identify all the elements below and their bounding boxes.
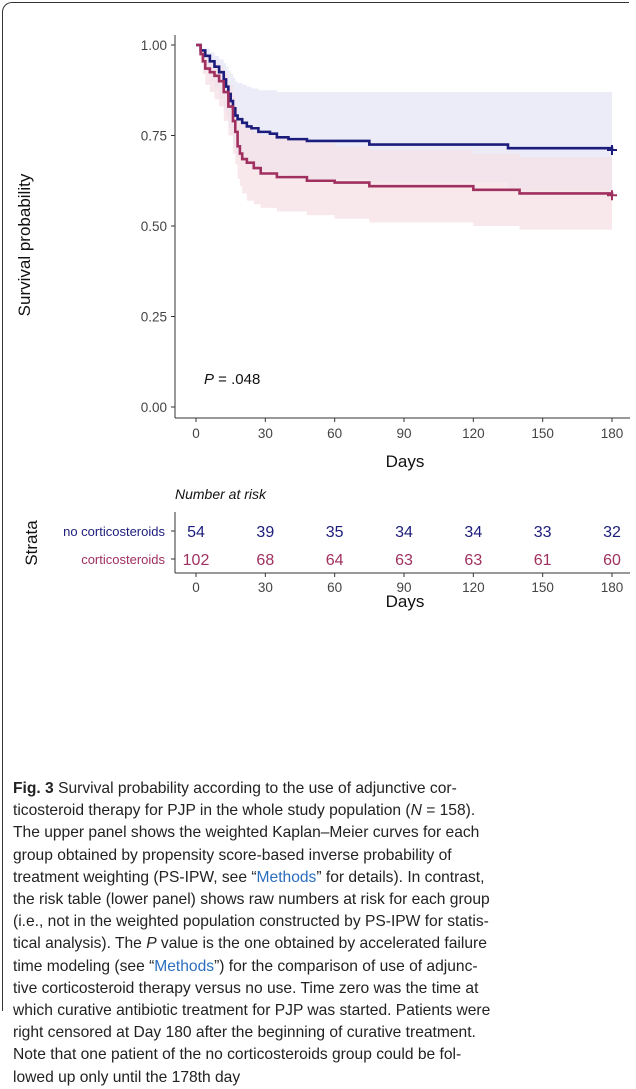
italic-text: N bbox=[410, 802, 422, 820]
methods-link[interactable]: Methods bbox=[154, 957, 215, 975]
caption-text: value is the one obtained by accelerated… bbox=[156, 935, 487, 953]
risk-table: Number at risk Strata Days no corticoste… bbox=[22, 486, 630, 611]
survival-curves bbox=[196, 43, 617, 201]
censor-mark bbox=[607, 190, 617, 201]
risk-x-tick-label: 150 bbox=[531, 580, 554, 595]
risk-x-tick-label: 180 bbox=[601, 580, 624, 595]
caption-text: treatment weighting (PS-IPW, see “ bbox=[13, 868, 257, 886]
x-tick-label: 90 bbox=[396, 426, 411, 441]
risk-value: 34 bbox=[464, 524, 482, 541]
confidence-bands bbox=[196, 45, 612, 230]
risk-value: 64 bbox=[326, 552, 344, 569]
caption-text: (i.e., not in the weighted population co… bbox=[13, 913, 489, 931]
caption-text: the risk table (lower panel) shows raw n… bbox=[13, 891, 490, 909]
risk-table-strata-label: Strata bbox=[22, 520, 41, 566]
ci-band-corticosteroids bbox=[196, 45, 612, 230]
caption-line: Note that one patient of the no corticos… bbox=[13, 1044, 625, 1066]
risk-value: 68 bbox=[256, 552, 274, 569]
x-tick-label: 0 bbox=[192, 426, 200, 441]
survival-chart: 0.00 0.25 0.50 0.75 1.00 0 30 60 90 120 150 180 Sur… bbox=[15, 35, 630, 611]
y-tick-label: 0.25 bbox=[141, 310, 167, 325]
figure-label: Fig. 3 bbox=[13, 780, 54, 797]
caption-line: the risk table (lower panel) shows raw n… bbox=[13, 889, 625, 911]
risk-value: 63 bbox=[395, 552, 413, 569]
caption-text: Survival probability according to the us… bbox=[58, 780, 457, 797]
risk-row-label: no corticosteroids bbox=[63, 524, 165, 539]
caption-text: = 158). bbox=[421, 802, 476, 820]
methods-link[interactable]: Methods bbox=[256, 868, 317, 886]
x-axis-label: Days bbox=[386, 452, 425, 471]
caption-text: group obtained by propensity score-based… bbox=[13, 846, 452, 864]
y-tick-label: 1.00 bbox=[141, 38, 167, 53]
risk-value: 33 bbox=[534, 524, 552, 541]
risk-value: 32 bbox=[603, 524, 621, 541]
risk-x-tick-label: 30 bbox=[258, 580, 273, 595]
risk-x-tick-label: 0 bbox=[192, 580, 200, 595]
caption-text: ” for details). In contrast, bbox=[316, 868, 485, 886]
risk-value: 35 bbox=[326, 524, 344, 541]
caption-line: lowed up only until the 178th day bbox=[13, 1067, 625, 1089]
figure-frame bbox=[2, 2, 629, 1011]
survival-line-corticosteroids bbox=[196, 43, 614, 196]
y-tick-label: 0.00 bbox=[141, 400, 167, 415]
caption-text: tical analysis). The bbox=[13, 935, 147, 953]
risk-x-tick-label: 120 bbox=[462, 580, 485, 595]
caption-text: lowed up only until the 178th day bbox=[13, 1068, 241, 1086]
caption-text: which curative antibiotic treatment for … bbox=[13, 1002, 491, 1020]
x-tick-label: 30 bbox=[258, 426, 273, 441]
risk-value: 54 bbox=[187, 524, 205, 541]
caption-text: The upper panel shows the weighted Kapla… bbox=[13, 824, 480, 842]
caption-line: group obtained by propensity score-based… bbox=[13, 845, 625, 867]
risk-x-tick-label: 60 bbox=[327, 580, 342, 595]
caption-text: ticosteroid therapy for PJP in the whole… bbox=[13, 802, 411, 820]
caption-text: Note that one patient of the no corticos… bbox=[13, 1046, 462, 1064]
risk-value: 102 bbox=[183, 552, 210, 569]
x-tick-label: 180 bbox=[601, 426, 624, 441]
risk-x-tick-label: 90 bbox=[396, 580, 411, 595]
caption-text: tive corticosteroid therapy versus no us… bbox=[13, 979, 479, 997]
y-tick-label: 0.50 bbox=[141, 219, 167, 234]
caption-line: (i.e., not in the weighted population co… bbox=[13, 911, 625, 933]
risk-table-x-label: Days bbox=[386, 592, 425, 611]
caption-text: right censored at Day 180 after the begi… bbox=[13, 1024, 476, 1042]
censor-mark bbox=[607, 144, 617, 155]
y-axis-label: Survival probability bbox=[15, 173, 34, 316]
risk-row-label: corticosteroids bbox=[81, 552, 165, 567]
italic-text: P bbox=[146, 935, 157, 953]
x-tick-label: 60 bbox=[327, 426, 342, 441]
risk-value: 61 bbox=[534, 552, 552, 569]
caption-line: right censored at Day 180 after the begi… bbox=[13, 1022, 625, 1044]
survival-line-no-corticosteroids bbox=[196, 43, 614, 150]
y-tick-label: 0.75 bbox=[141, 129, 167, 144]
risk-table-title: Number at risk bbox=[175, 486, 267, 502]
risk-value: 39 bbox=[256, 524, 274, 541]
caption-line: Fig. 3 Survival probability according to… bbox=[13, 778, 625, 800]
caption-line: time modeling (see “Methods”) for the co… bbox=[13, 956, 625, 978]
caption-line: treatment weighting (PS-IPW, see “Method… bbox=[13, 867, 625, 889]
caption-line: tive corticosteroid therapy versus no us… bbox=[13, 978, 625, 1000]
risk-value: 34 bbox=[395, 524, 413, 541]
caption-line: The upper panel shows the weighted Kapla… bbox=[13, 822, 625, 844]
caption-text: ”) for the comparison of use of adjunc- bbox=[214, 957, 478, 975]
x-tick-label: 150 bbox=[531, 426, 554, 441]
tick-marks: 0.00 0.25 0.50 0.75 1.00 0 30 60 90 120 150 180 bbox=[141, 38, 624, 441]
caption-line: ticosteroid therapy for PJP in the whole… bbox=[13, 800, 625, 822]
risk-value: 60 bbox=[603, 552, 621, 569]
figure-caption: Fig. 3 Survival probability according to… bbox=[13, 778, 625, 1089]
caption-line: tical analysis). The P value is the one … bbox=[13, 933, 625, 955]
caption-line: which curative antibiotic treatment for … bbox=[13, 1000, 625, 1022]
caption-text: time modeling (see “ bbox=[13, 957, 155, 975]
risk-value: 63 bbox=[464, 552, 482, 569]
x-tick-label: 120 bbox=[462, 426, 485, 441]
p-value-annotation: P = .048 bbox=[204, 371, 260, 388]
